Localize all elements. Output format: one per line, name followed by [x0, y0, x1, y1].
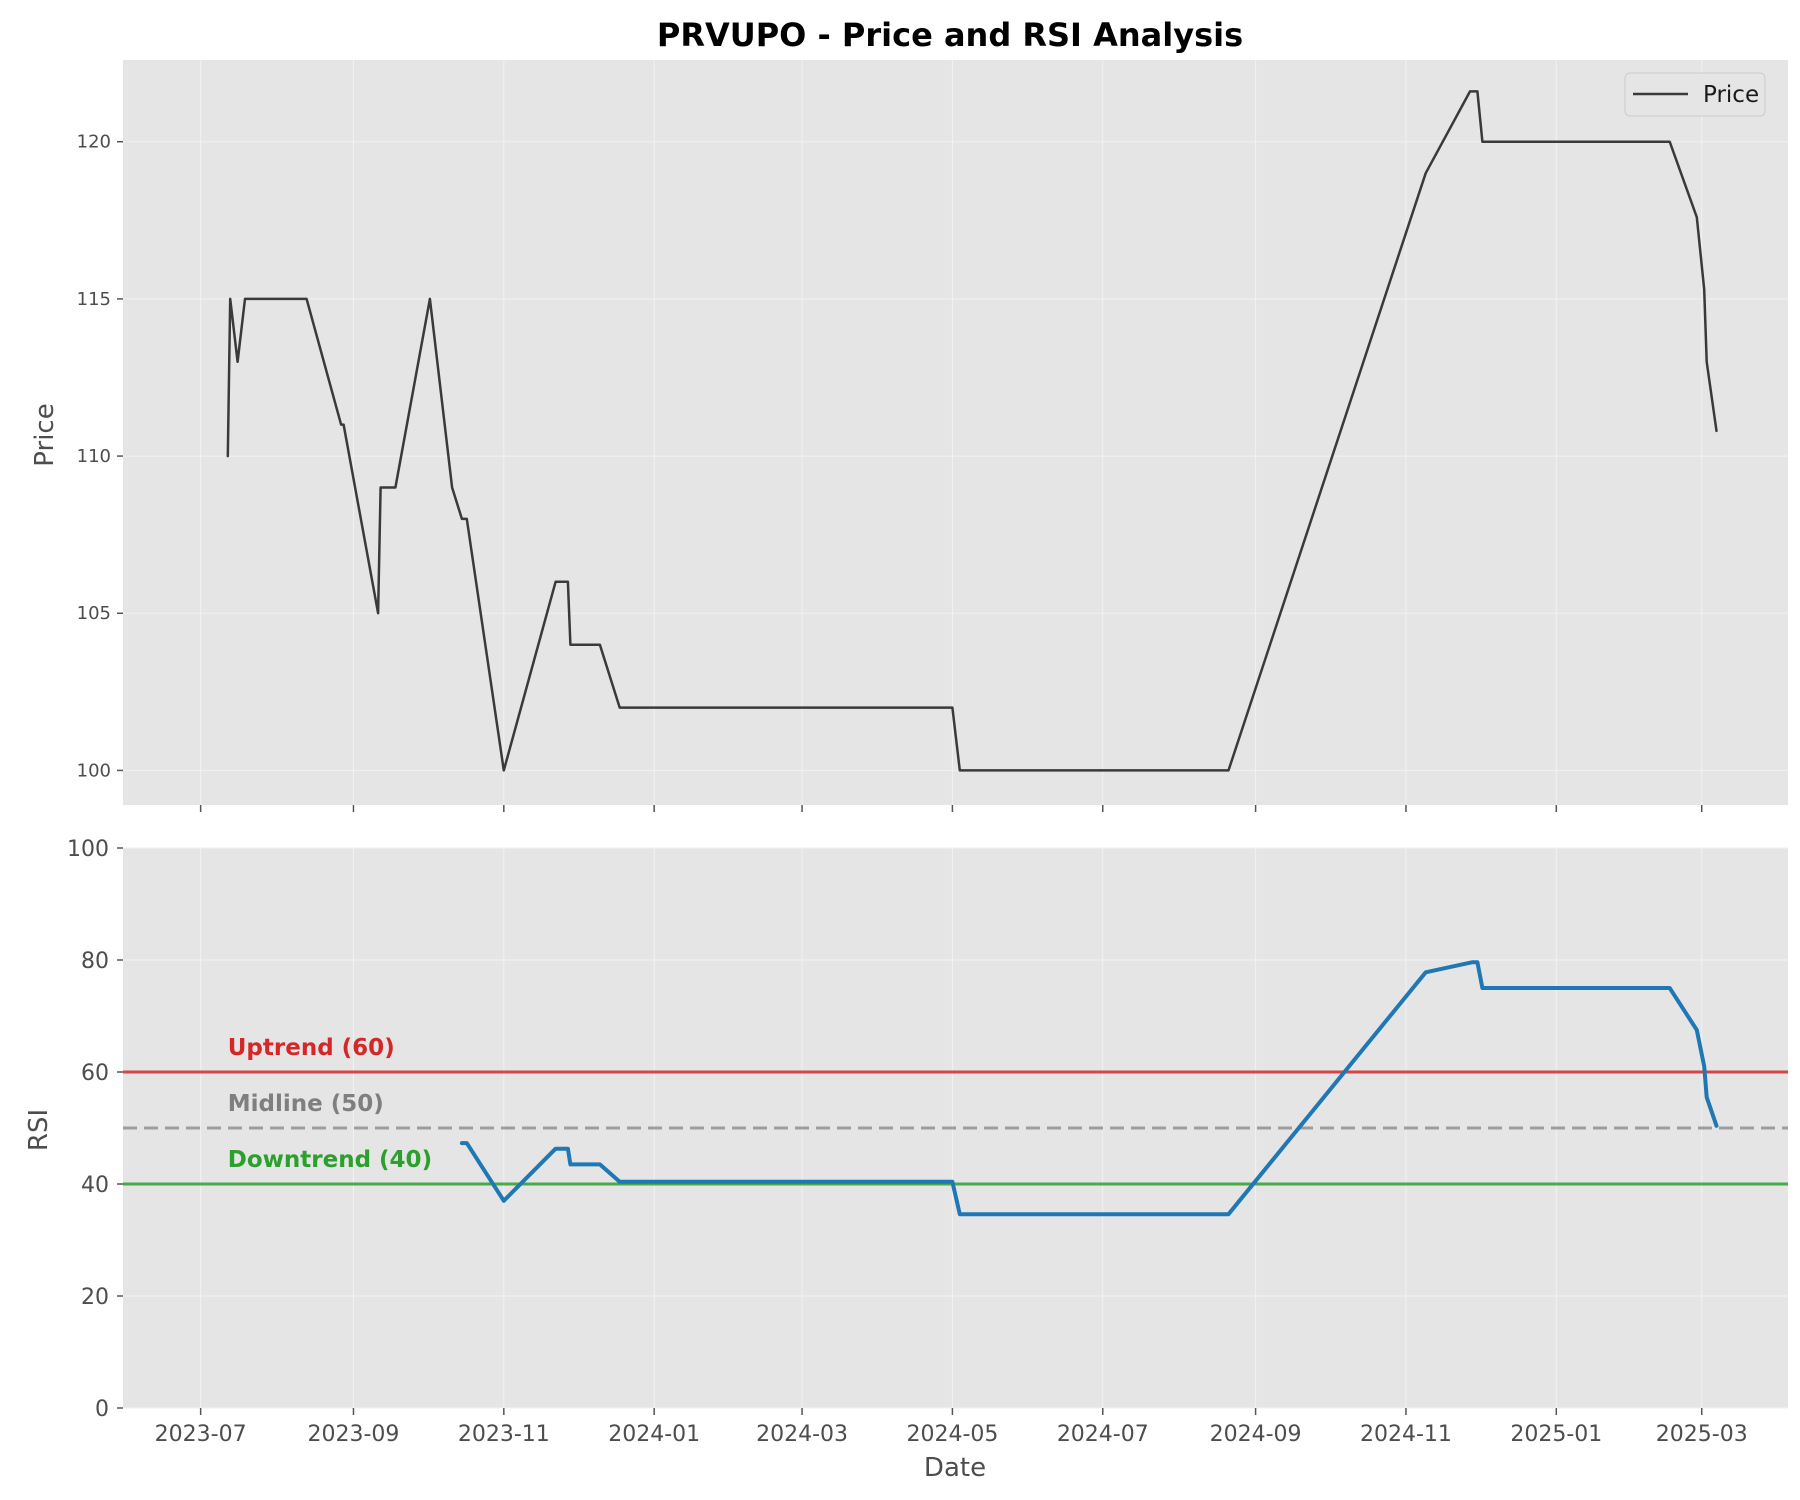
chart-title: PRVUPO - Price and RSI Analysis [657, 16, 1243, 54]
rsi-ytick-label: 80 [81, 949, 109, 974]
price-ytick-label: 120 [77, 132, 111, 153]
rsi-ytick-label: 0 [95, 1397, 109, 1422]
rsi-xtick-label: 2023-07 [155, 1422, 247, 1447]
rsi-xtick-label: 2024-07 [1057, 1422, 1149, 1447]
rsi-x-ticks: 2023-07 2023-09 2023-11 2024-01 2024-03 2024-… [155, 1408, 1748, 1447]
rsi-reference-lines: Uptrend (60) Midline (50) Downtrend (40) [123, 1035, 1788, 1186]
rsi-xtick-label: 2024-09 [1210, 1422, 1302, 1447]
price-x-tick-marks [199, 805, 1703, 812]
price-ytick-label: 105 [77, 603, 111, 624]
rsi-ytick-label: 100 [67, 837, 109, 862]
rsi-xtick-label: 2025-03 [1656, 1422, 1748, 1447]
rsi-xtick-label: 2023-09 [308, 1422, 400, 1447]
price-y-ticks: 100 105 110 115 120 [77, 132, 123, 781]
legend-label-price: Price [1703, 82, 1759, 108]
rsi-xtick-label: 2024-05 [906, 1422, 998, 1447]
rsi-y-axis-label: RSI [24, 1109, 54, 1151]
rsi-series [459, 960, 1719, 1217]
reference-label-40: Downtrend (40) [228, 1147, 432, 1173]
rsi-panel: 0 20 40 60 80 100 2023-07 2023-09 2023-11 2024-0… [24, 837, 1788, 1483]
price-panel: 100 105 110 115 120 Price Price [30, 60, 1788, 812]
x-axis-label: Date [924, 1453, 986, 1483]
reference-label-50: Midline (50) [228, 1091, 384, 1117]
rsi-xtick-label: 2023-11 [458, 1422, 550, 1447]
rsi-series-line-0 [459, 960, 1719, 1217]
rsi-ytick-label: 40 [81, 1173, 109, 1198]
rsi-xtick-label: 2024-11 [1360, 1422, 1452, 1447]
rsi-ytick-label: 60 [81, 1061, 109, 1086]
price-legend: Price [1624, 72, 1766, 117]
reference-label-60: Uptrend (60) [228, 1035, 395, 1061]
price-series [226, 90, 1718, 772]
price-plot-area [123, 60, 1788, 805]
price-ytick-label: 115 [77, 289, 111, 310]
price-series-line-0 [226, 90, 1718, 772]
rsi-xtick-label: 2024-01 [608, 1422, 700, 1447]
rsi-xtick-label: 2024-03 [756, 1422, 848, 1447]
price-ytick-label: 110 [77, 446, 111, 467]
rsi-ytick-label: 20 [81, 1285, 109, 1310]
price-ytick-label: 100 [77, 760, 111, 781]
rsi-xtick-label: 2025-01 [1510, 1422, 1602, 1447]
price-y-axis-label: Price [30, 403, 60, 466]
legend-box [1624, 72, 1766, 117]
rsi-y-ticks: 0 20 40 60 80 100 [67, 837, 123, 1422]
